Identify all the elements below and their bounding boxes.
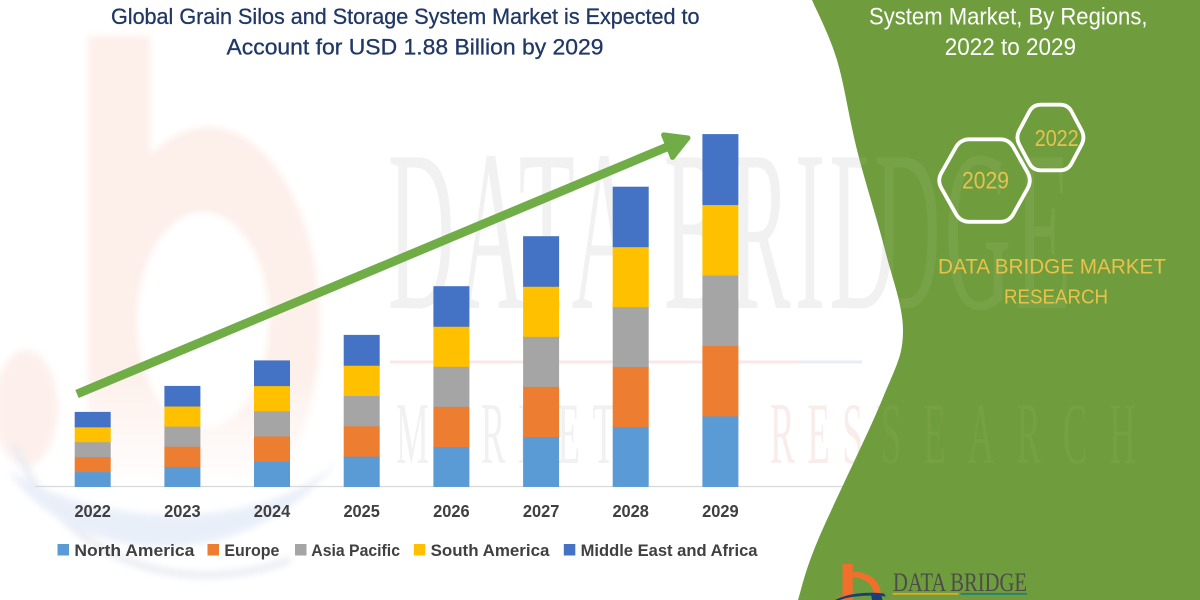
svg-text:2024: 2024 [254,501,291,521]
svg-text:System Market, By Regions,: System Market, By Regions, [869,5,1148,31]
svg-text:DATA BRIDGE MARKET: DATA BRIDGE MARKET [938,256,1166,279]
svg-text:South America: South America [431,542,551,560]
svg-text:2029: 2029 [702,501,739,521]
svg-text:RESEARCH: RESEARCH [1004,286,1108,309]
svg-text:2026: 2026 [433,501,470,521]
svg-text:Middle East and Africa: Middle East and Africa [581,542,759,560]
svg-text:North America: North America [74,542,195,560]
svg-text:MARKET RESEARCH: MARKET RESEARCH [893,598,1024,600]
svg-text:2022: 2022 [1035,125,1079,151]
svg-text:2029: 2029 [962,168,1009,195]
svg-text:Account for USD 1.88 Billion b: Account for USD 1.88 Billion by 2029 [227,35,604,60]
svg-text:2023: 2023 [164,501,201,521]
svg-text:Global Grain Silos and Storage: Global Grain Silos and Storage System Ma… [111,4,700,29]
svg-text:2025: 2025 [343,501,380,521]
svg-text:Europe: Europe [224,542,279,560]
svg-text:Asia Pacific: Asia Pacific [311,542,400,560]
svg-text:2028: 2028 [612,501,649,521]
svg-text:DATA BRIDGE: DATA BRIDGE [893,568,1027,597]
svg-text:2022 to 2029: 2022 to 2029 [945,35,1076,61]
svg-text:2022: 2022 [74,501,111,521]
svg-text:MARKET: MARKET [396,385,628,483]
svg-text:2027: 2027 [523,501,560,521]
